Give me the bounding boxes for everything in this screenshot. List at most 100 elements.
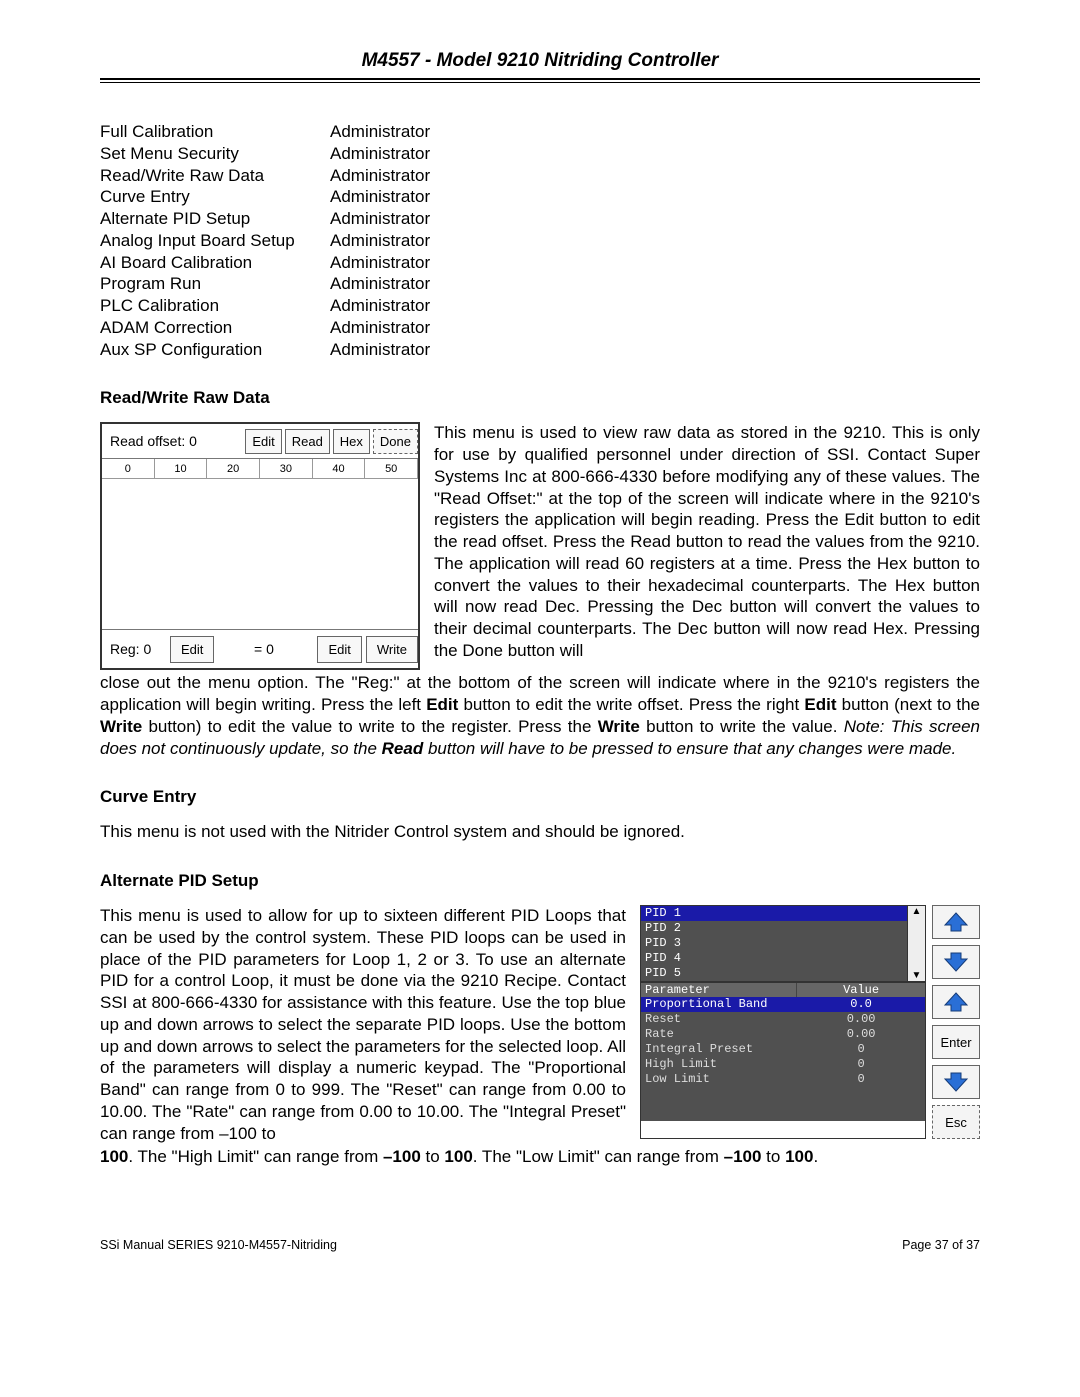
param-value: 0.00 <box>797 1027 925 1042</box>
param-value: 0 <box>797 1057 925 1072</box>
done-button[interactable]: Done <box>373 429 418 454</box>
perm-name: Alternate PID Setup <box>100 208 330 230</box>
pid-up-button[interactable] <box>932 905 980 939</box>
param-value: 0 <box>797 1042 925 1057</box>
eq-label: = 0 <box>214 641 313 657</box>
arrow-down-icon <box>943 1071 969 1093</box>
table-row[interactable]: High Limit0 <box>641 1057 925 1072</box>
grid-col-head: 20 <box>207 459 260 479</box>
grid-header: 01020304050 <box>102 459 418 479</box>
param-value: 0.00 <box>797 1012 925 1027</box>
perm-role: Administrator <box>330 295 430 317</box>
table-row: Aux SP ConfigurationAdministrator <box>100 339 980 361</box>
table-row[interactable]: Low Limit0 <box>641 1072 925 1087</box>
pid-paragraph: This menu is used to allow for up to six… <box>100 905 626 1144</box>
param-name: High Limit <box>641 1057 797 1072</box>
grid-body <box>102 479 418 629</box>
rw-screenshot: Read offset: 0 Edit Read Hex Done 010203… <box>100 422 420 670</box>
arrow-down-icon <box>943 951 969 973</box>
perm-role: Administrator <box>330 230 430 252</box>
param-name: Rate <box>641 1027 797 1042</box>
table-row: Analog Input Board SetupAdministrator <box>100 230 980 252</box>
perm-role: Administrator <box>330 165 430 187</box>
perm-role: Administrator <box>330 121 430 143</box>
pid-list[interactable]: PID 1PID 2PID 3PID 4PID 5 <box>641 906 907 981</box>
table-row: Set Menu SecurityAdministrator <box>100 143 980 165</box>
table-row: AI Board CalibrationAdministrator <box>100 252 980 274</box>
grid-col-head: 40 <box>313 459 366 479</box>
table-row[interactable]: Integral Preset0 <box>641 1042 925 1057</box>
perm-name: PLC Calibration <box>100 295 330 317</box>
rw-paragraph-bottom: close out the menu option. The "Reg:" at… <box>100 672 980 759</box>
perm-role: Administrator <box>330 186 430 208</box>
read-offset-label: Read offset: 0 <box>110 433 242 449</box>
read-button[interactable]: Read <box>285 429 330 454</box>
write-button[interactable]: Write <box>366 636 418 663</box>
rw-paragraph-top: This menu is used to view raw data as st… <box>434 422 980 661</box>
grid-col-head: 0 <box>102 459 155 479</box>
param-up-button[interactable] <box>932 985 980 1019</box>
perm-role: Administrator <box>330 339 430 361</box>
perm-name: Set Menu Security <box>100 143 330 165</box>
enter-button[interactable]: Enter <box>932 1025 980 1059</box>
esc-button[interactable]: Esc <box>932 1105 980 1139</box>
perm-name: Program Run <box>100 273 330 295</box>
perm-role: Administrator <box>330 273 430 295</box>
perm-name: Aux SP Configuration <box>100 339 330 361</box>
param-name: Low Limit <box>641 1072 797 1087</box>
table-row[interactable]: Rate0.00 <box>641 1027 925 1042</box>
table-row: Full CalibrationAdministrator <box>100 121 980 143</box>
table-row: ADAM CorrectionAdministrator <box>100 317 980 339</box>
perm-name: ADAM Correction <box>100 317 330 339</box>
perm-role: Administrator <box>330 252 430 274</box>
list-item[interactable]: PID 3 <box>641 936 907 951</box>
footer-right: Page 37 of 37 <box>902 1238 980 1252</box>
page-title: M4557 - Model 9210 Nitriding Controller <box>100 50 980 72</box>
pid-down-button[interactable] <box>932 945 980 979</box>
pid-screenshot: PID 1PID 2PID 3PID 4PID 5 ▲ ▼ Parameter … <box>640 905 980 1139</box>
param-name: Proportional Band <box>641 997 797 1012</box>
list-item[interactable]: PID 2 <box>641 921 907 936</box>
scroll-down-icon[interactable]: ▼ <box>908 970 925 981</box>
arrow-up-icon <box>943 991 969 1013</box>
perm-name: Read/Write Raw Data <box>100 165 330 187</box>
grid-col-head: 30 <box>260 459 313 479</box>
perm-name: Analog Input Board Setup <box>100 230 330 252</box>
section-heading-curve: Curve Entry <box>100 787 980 807</box>
scroll-up-icon[interactable]: ▲ <box>908 906 925 917</box>
header-rule-thick <box>100 78 980 80</box>
table-row: PLC CalibrationAdministrator <box>100 295 980 317</box>
reg-label: Reg: 0 <box>110 641 166 657</box>
edit-value-button[interactable]: Edit <box>317 636 361 663</box>
param-value: 0 <box>797 1072 925 1087</box>
edit-button[interactable]: Edit <box>245 429 281 454</box>
table-row[interactable]: Reset0.00 <box>641 1012 925 1027</box>
section-heading-rw: Read/Write Raw Data <box>100 388 980 408</box>
pid-list-scrollbar[interactable]: ▲ ▼ <box>907 906 925 981</box>
edit-reg-button[interactable]: Edit <box>170 636 214 663</box>
footer-left: SSi Manual SERIES 9210-M4557-Nitriding <box>100 1238 337 1252</box>
grid-col-head: 10 <box>155 459 208 479</box>
param-header: Parameter Value <box>641 983 925 997</box>
perm-role: Administrator <box>330 317 430 339</box>
header-rule-thin <box>100 82 980 83</box>
perm-name: Curve Entry <box>100 186 330 208</box>
perm-name: AI Board Calibration <box>100 252 330 274</box>
param-body[interactable]: Proportional Band0.0Reset0.00Rate0.00Int… <box>641 997 925 1087</box>
grid-col-head: 50 <box>365 459 418 479</box>
perm-role: Administrator <box>330 208 430 230</box>
table-row: Curve EntryAdministrator <box>100 186 980 208</box>
table-row: Program RunAdministrator <box>100 273 980 295</box>
table-row[interactable]: Proportional Band0.0 <box>641 997 925 1012</box>
list-item[interactable]: PID 5 <box>641 966 907 981</box>
permissions-table: Full CalibrationAdministratorSet Menu Se… <box>100 121 980 360</box>
hex-button[interactable]: Hex <box>333 429 370 454</box>
list-item[interactable]: PID 1 <box>641 906 907 921</box>
arrow-up-icon <box>943 911 969 933</box>
section-heading-pid: Alternate PID Setup <box>100 871 980 891</box>
param-down-button[interactable] <box>932 1065 980 1099</box>
param-name: Integral Preset <box>641 1042 797 1057</box>
pid-paragraph-tail: 100. The "High Limit" can range from –10… <box>100 1146 980 1168</box>
table-row: Read/Write Raw DataAdministrator <box>100 165 980 187</box>
list-item[interactable]: PID 4 <box>641 951 907 966</box>
